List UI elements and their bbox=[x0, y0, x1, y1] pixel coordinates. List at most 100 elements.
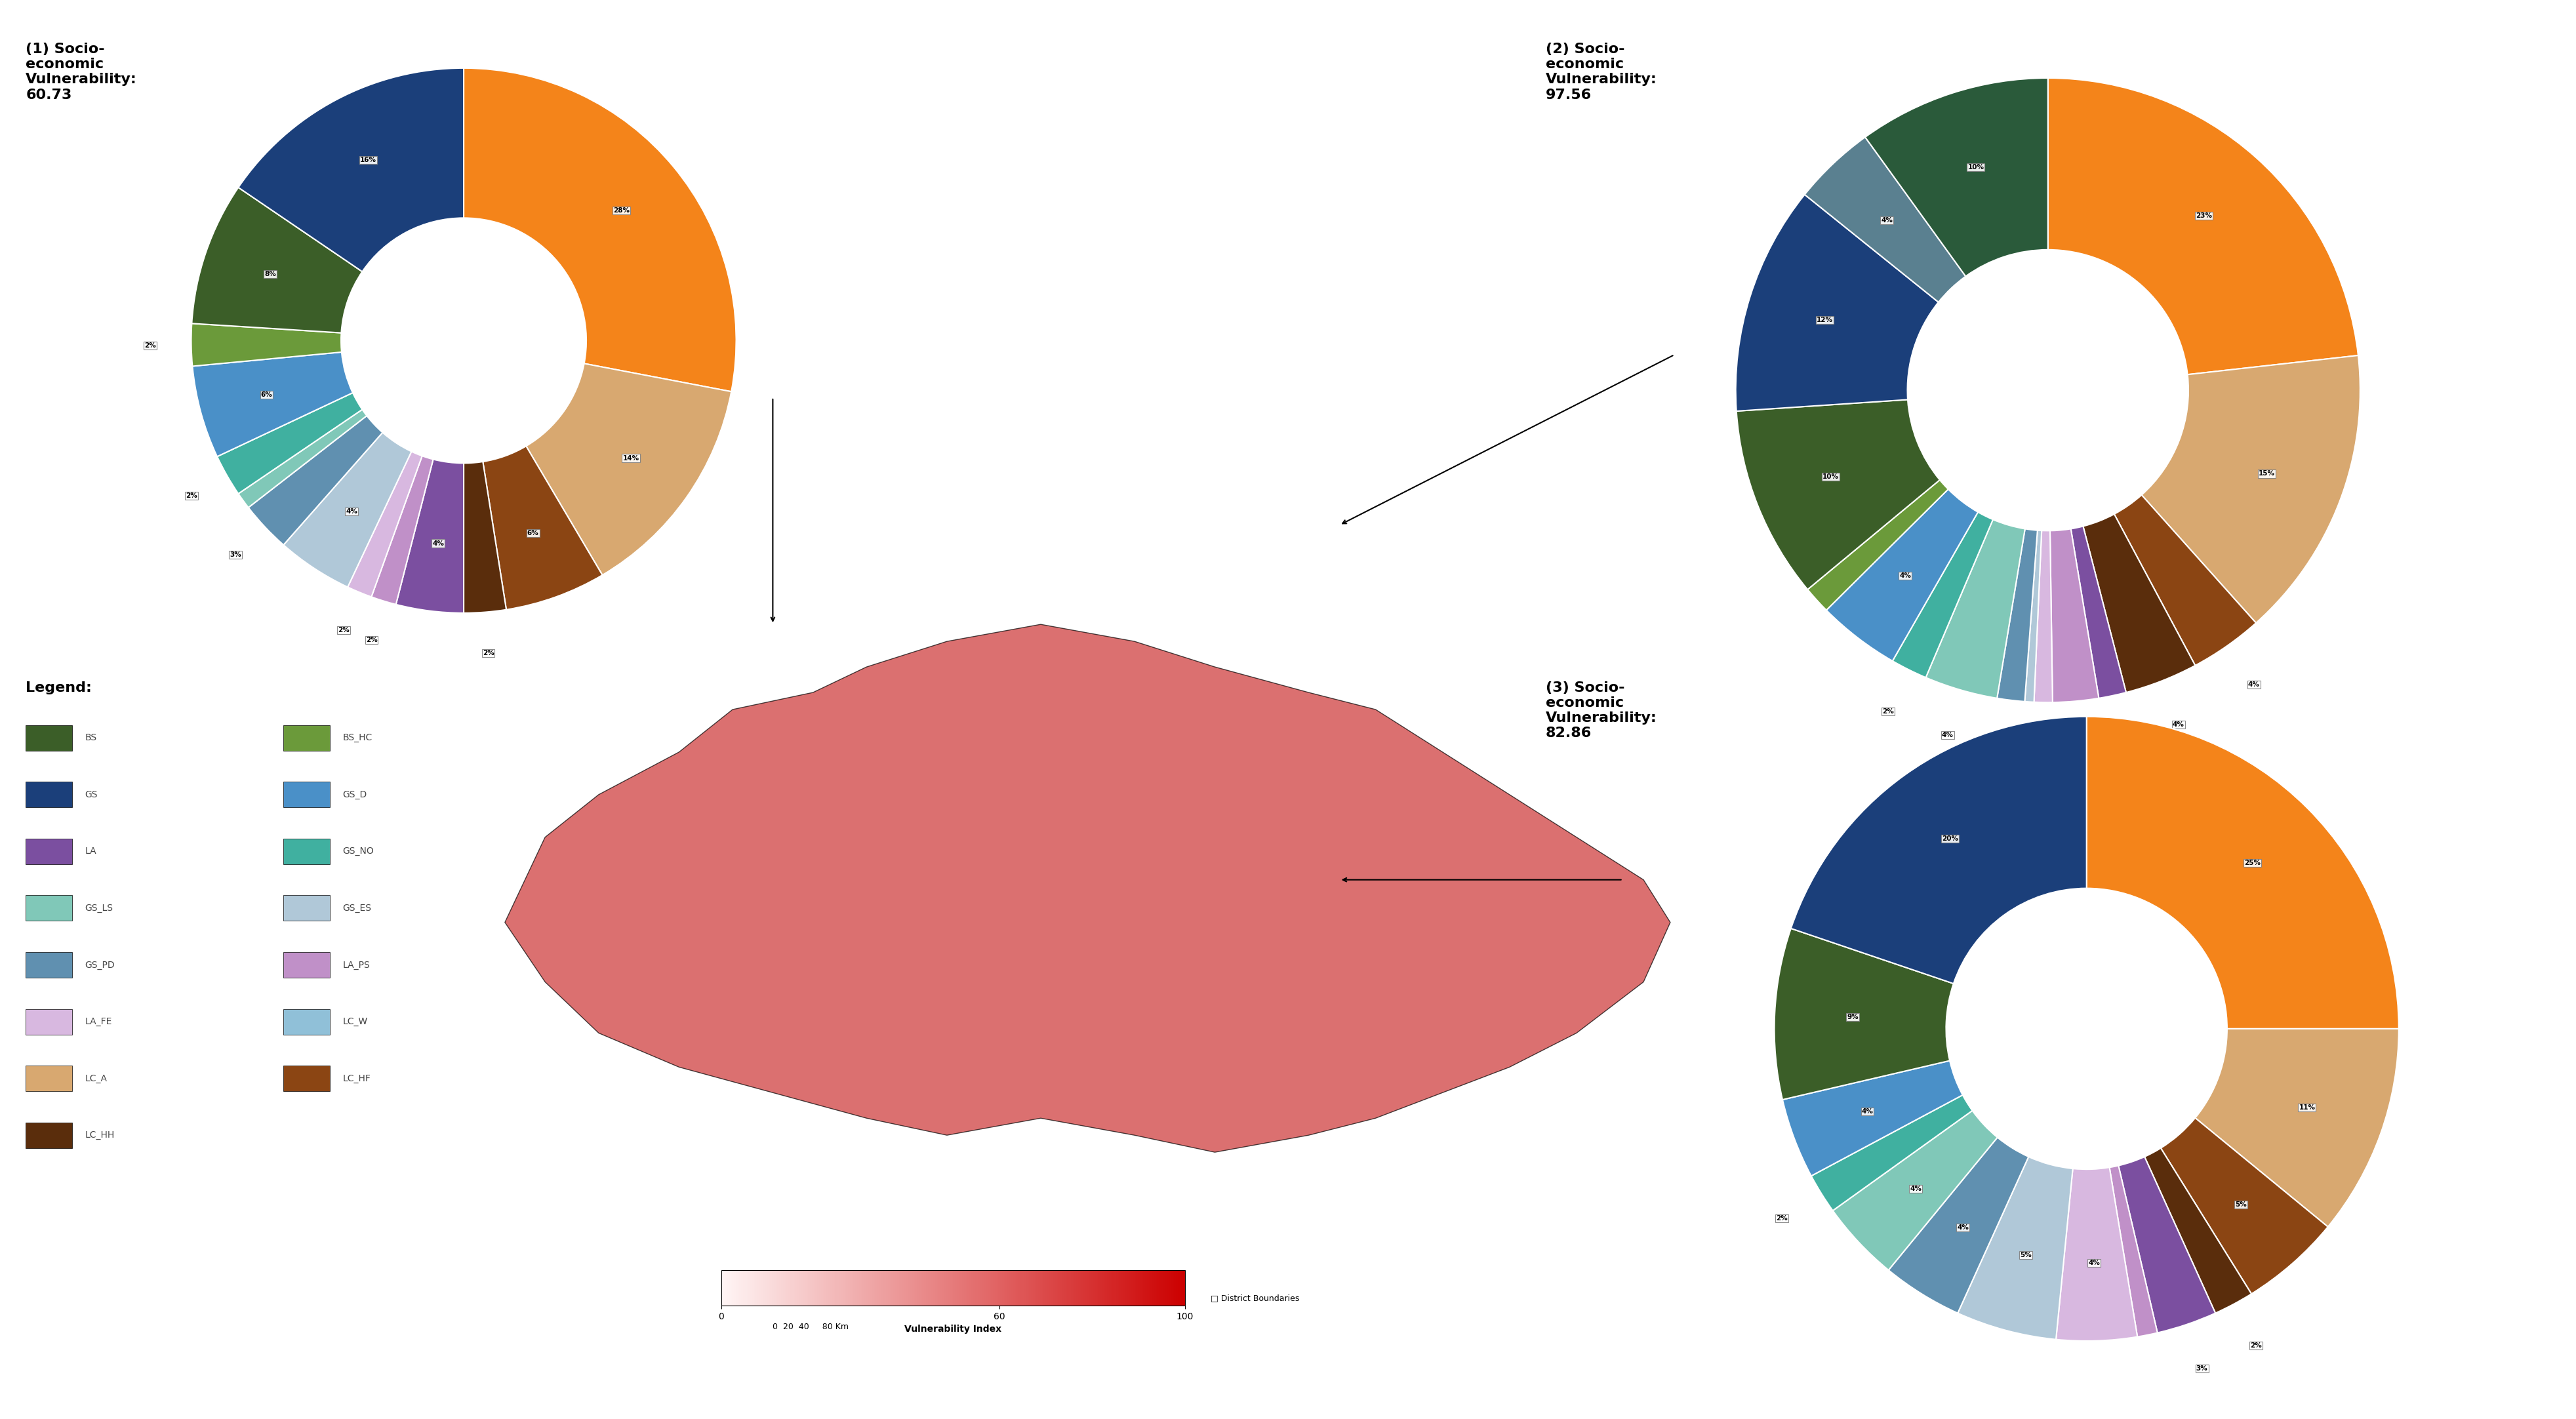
Wedge shape bbox=[191, 324, 343, 366]
Text: 6%: 6% bbox=[260, 392, 273, 397]
Text: 12%: 12% bbox=[1816, 316, 1832, 324]
Wedge shape bbox=[1888, 1138, 2027, 1313]
Text: 14%: 14% bbox=[623, 454, 639, 461]
FancyBboxPatch shape bbox=[283, 725, 330, 751]
Wedge shape bbox=[526, 363, 732, 575]
FancyBboxPatch shape bbox=[283, 1066, 330, 1091]
Text: 10%: 10% bbox=[1968, 165, 1984, 170]
FancyBboxPatch shape bbox=[26, 1122, 72, 1148]
Text: 2%: 2% bbox=[366, 637, 376, 643]
Wedge shape bbox=[2110, 1165, 2159, 1337]
X-axis label: Vulnerability Index: Vulnerability Index bbox=[904, 1325, 1002, 1334]
Wedge shape bbox=[2117, 1156, 2215, 1332]
Text: BS_HC: BS_HC bbox=[343, 734, 374, 742]
Wedge shape bbox=[2141, 355, 2360, 623]
Text: 9%: 9% bbox=[1847, 1015, 1857, 1020]
Text: 4%: 4% bbox=[1909, 1185, 1922, 1192]
FancyBboxPatch shape bbox=[283, 952, 330, 978]
Wedge shape bbox=[247, 416, 384, 545]
Wedge shape bbox=[191, 187, 363, 333]
Wedge shape bbox=[482, 446, 603, 610]
Text: 2%: 2% bbox=[185, 492, 198, 499]
FancyBboxPatch shape bbox=[283, 839, 330, 864]
Wedge shape bbox=[2161, 1118, 2329, 1294]
Text: GS_D: GS_D bbox=[343, 790, 366, 799]
Wedge shape bbox=[2025, 531, 2043, 702]
FancyBboxPatch shape bbox=[26, 1009, 72, 1034]
Wedge shape bbox=[2050, 529, 2099, 702]
Wedge shape bbox=[1790, 717, 2087, 983]
Text: 4%: 4% bbox=[1899, 573, 1911, 579]
FancyBboxPatch shape bbox=[283, 782, 330, 807]
Text: 4%: 4% bbox=[345, 508, 358, 515]
Wedge shape bbox=[1865, 78, 2048, 277]
Text: 2%: 2% bbox=[1775, 1215, 1788, 1222]
Text: 8%: 8% bbox=[265, 271, 276, 278]
Wedge shape bbox=[397, 460, 464, 613]
Text: LA: LA bbox=[85, 847, 95, 856]
Wedge shape bbox=[2146, 1148, 2251, 1313]
Wedge shape bbox=[464, 461, 507, 613]
Text: 2%: 2% bbox=[1883, 708, 1893, 715]
Text: 4%: 4% bbox=[1880, 217, 1893, 224]
Wedge shape bbox=[2115, 495, 2257, 666]
Text: 6%: 6% bbox=[528, 529, 538, 536]
Text: (3) Socio-
economic
Vulnerability:
82.86: (3) Socio- economic Vulnerability: 82.86 bbox=[1546, 681, 1656, 739]
Text: 15%: 15% bbox=[2259, 471, 2275, 477]
Text: LA_PS: LA_PS bbox=[343, 961, 371, 969]
Text: LC_A: LC_A bbox=[85, 1074, 108, 1083]
FancyBboxPatch shape bbox=[283, 1009, 330, 1034]
Text: 16%: 16% bbox=[361, 156, 376, 163]
Text: LC_HH: LC_HH bbox=[85, 1131, 116, 1139]
Text: (2) Socio-
economic
Vulnerability:
97.56: (2) Socio- economic Vulnerability: 97.56 bbox=[1546, 43, 1656, 101]
Wedge shape bbox=[464, 68, 737, 392]
Text: 4%: 4% bbox=[1862, 1108, 1873, 1114]
Text: 4%: 4% bbox=[2089, 1260, 2099, 1266]
Text: 4%: 4% bbox=[2172, 721, 2184, 728]
Text: (1) Socio-
economic
Vulnerability:
60.73: (1) Socio- economic Vulnerability: 60.73 bbox=[26, 43, 137, 101]
Text: 20%: 20% bbox=[1942, 836, 1958, 841]
Text: 4%: 4% bbox=[1958, 1225, 1968, 1230]
FancyBboxPatch shape bbox=[26, 725, 72, 751]
Text: LC_HF: LC_HF bbox=[343, 1074, 371, 1083]
Text: LC_W: LC_W bbox=[343, 1017, 368, 1026]
Text: BS: BS bbox=[85, 734, 98, 742]
Wedge shape bbox=[371, 455, 433, 604]
Polygon shape bbox=[505, 624, 1669, 1152]
Wedge shape bbox=[2048, 78, 2357, 375]
Wedge shape bbox=[1736, 400, 1940, 589]
FancyBboxPatch shape bbox=[26, 952, 72, 978]
Wedge shape bbox=[240, 68, 464, 271]
Text: 10%: 10% bbox=[1821, 474, 1839, 480]
Wedge shape bbox=[1893, 512, 1994, 677]
Text: GS_NO: GS_NO bbox=[343, 847, 374, 856]
Wedge shape bbox=[216, 393, 363, 494]
Wedge shape bbox=[283, 433, 412, 587]
Text: 2%: 2% bbox=[482, 650, 495, 656]
Wedge shape bbox=[1811, 1095, 1973, 1210]
Text: LA_FE: LA_FE bbox=[85, 1017, 113, 1026]
Wedge shape bbox=[193, 352, 353, 457]
Text: GS_PD: GS_PD bbox=[85, 961, 116, 969]
Wedge shape bbox=[1806, 138, 1965, 302]
Wedge shape bbox=[2056, 1168, 2138, 1341]
Text: 2%: 2% bbox=[337, 627, 350, 633]
Wedge shape bbox=[1808, 480, 1947, 610]
Text: GS_LS: GS_LS bbox=[85, 904, 113, 912]
Wedge shape bbox=[2084, 514, 2195, 692]
Text: 23%: 23% bbox=[2195, 213, 2213, 219]
Text: 25%: 25% bbox=[2244, 860, 2259, 867]
Text: 4%: 4% bbox=[2249, 681, 2259, 688]
Text: GS: GS bbox=[85, 790, 98, 799]
Wedge shape bbox=[2035, 531, 2053, 702]
Wedge shape bbox=[348, 451, 422, 597]
FancyBboxPatch shape bbox=[26, 839, 72, 864]
Text: Legend:: Legend: bbox=[26, 681, 93, 694]
Text: 0  20  40     80 Km: 0 20 40 80 Km bbox=[773, 1323, 850, 1331]
Text: 3%: 3% bbox=[2197, 1365, 2208, 1372]
Text: 2%: 2% bbox=[144, 342, 157, 349]
Wedge shape bbox=[1783, 1060, 1963, 1176]
Text: 2%: 2% bbox=[2249, 1342, 2262, 1348]
Wedge shape bbox=[1832, 1111, 1996, 1270]
FancyBboxPatch shape bbox=[26, 895, 72, 921]
